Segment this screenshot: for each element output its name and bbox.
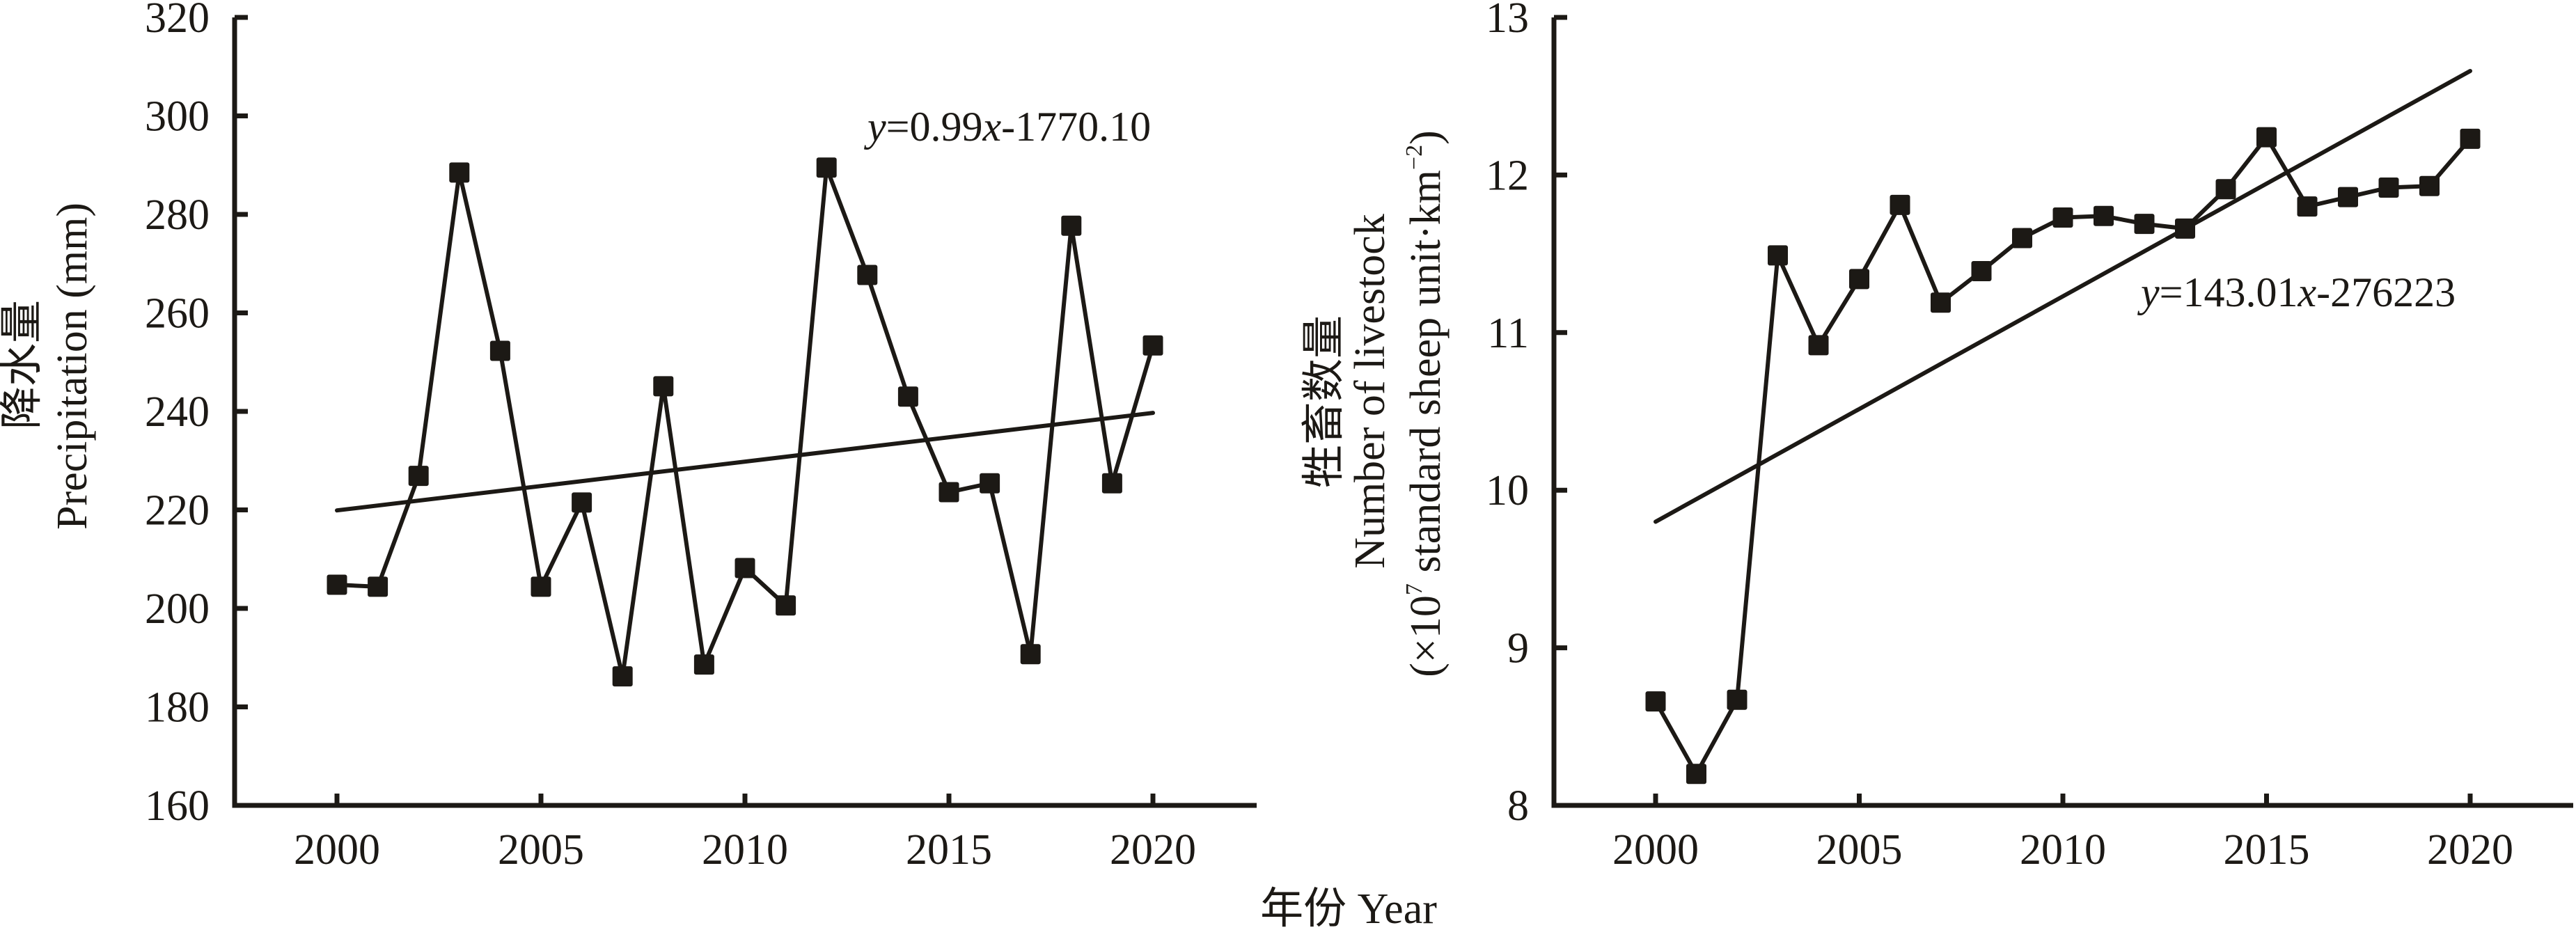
x-tick-label: 2020 bbox=[1110, 826, 1196, 874]
right-trend-equation: y=143.01x-276223 bbox=[2137, 269, 2456, 315]
y-tick-label: 12 bbox=[1486, 152, 1529, 199]
livestock-chart: 牲畜数量 Number of livestock (×107 standard … bbox=[1301, 0, 2573, 874]
left-y-title-cn: 降水量 bbox=[0, 300, 46, 429]
y-tick-label: 200 bbox=[145, 585, 210, 633]
data-point-marker bbox=[2094, 206, 2114, 226]
data-point-marker bbox=[2256, 127, 2277, 148]
data-point-marker bbox=[1931, 292, 1951, 313]
data-point-marker bbox=[572, 492, 592, 512]
eq-y: y bbox=[863, 104, 886, 150]
data-point-marker bbox=[1727, 690, 1748, 710]
left-trend-equation: y=0.99x-1770.10 bbox=[863, 104, 1151, 150]
y-tick-label: 8 bbox=[1507, 782, 1529, 830]
y-tick-label: 280 bbox=[145, 191, 210, 239]
data-point-marker bbox=[2135, 214, 2155, 234]
right-y-title-unit: (×107 standard sheep unit·km−2) bbox=[1401, 130, 1450, 677]
data-point-marker bbox=[2175, 219, 2195, 239]
left-y-title-en: Precipitation (mm) bbox=[49, 203, 96, 530]
data-point-marker bbox=[1646, 691, 1666, 711]
precipitation-chart: 降水量 Precipitation (mm) 160 180 200 220 240 26… bbox=[0, 0, 1257, 874]
data-point-marker bbox=[1686, 764, 1706, 784]
data-point-marker bbox=[327, 575, 347, 595]
left-y-axis-title: 降水量 Precipitation (mm) bbox=[0, 203, 96, 530]
data-point-marker bbox=[2298, 196, 2318, 216]
eq-mid: =143.01 bbox=[2160, 269, 2298, 315]
data-point-marker bbox=[2053, 207, 2073, 228]
data-point-marker bbox=[531, 576, 551, 597]
right-y-title-en: Number of livestock bbox=[1346, 214, 1394, 569]
y-tick-label: 320 bbox=[145, 0, 210, 42]
eq-y: y bbox=[2137, 269, 2160, 315]
data-point-marker bbox=[368, 576, 388, 597]
data-point-marker bbox=[1809, 335, 1829, 355]
data-point-marker bbox=[2338, 187, 2358, 207]
data-point-marker bbox=[409, 466, 429, 486]
y-tick-label: 11 bbox=[1487, 310, 1529, 357]
data-point-marker bbox=[939, 482, 959, 503]
data-point-marker bbox=[1972, 261, 1992, 281]
data-point-marker bbox=[857, 265, 877, 285]
left-series-line bbox=[337, 168, 1153, 677]
data-point-marker bbox=[2012, 228, 2032, 248]
eq-tail: -276223 bbox=[2316, 269, 2456, 315]
data-point-marker bbox=[1061, 216, 1081, 236]
y-tick-label: 180 bbox=[145, 684, 210, 732]
unit-exp2: −2 bbox=[1401, 145, 1427, 170]
data-point-marker bbox=[898, 386, 918, 407]
data-point-marker bbox=[1768, 245, 1788, 265]
y-tick-label: 220 bbox=[145, 487, 210, 535]
x-tick-label: 2005 bbox=[498, 826, 584, 874]
eq-tail: -1770.10 bbox=[1001, 104, 1151, 150]
unit-post: ) bbox=[1402, 130, 1450, 145]
data-point-marker bbox=[817, 157, 837, 178]
eq-mid: =0.99 bbox=[886, 104, 983, 150]
data-point-marker bbox=[1021, 644, 1041, 664]
data-point-marker bbox=[653, 376, 673, 396]
data-point-marker bbox=[2419, 176, 2440, 196]
y-tick-label: 240 bbox=[145, 388, 210, 436]
x-tick-label: 2005 bbox=[1816, 826, 1903, 874]
x-tick-label: 2015 bbox=[2224, 826, 2310, 874]
data-point-marker bbox=[2460, 129, 2481, 149]
y-tick-label: 260 bbox=[145, 290, 210, 338]
right-markers bbox=[1646, 127, 2481, 785]
data-point-marker bbox=[2216, 179, 2236, 199]
data-point-marker bbox=[776, 595, 796, 615]
y-tick-label: 160 bbox=[145, 782, 210, 830]
unit-pre: (×10 bbox=[1402, 595, 1450, 677]
data-point-marker bbox=[490, 340, 510, 361]
x-tick-label: 2010 bbox=[2020, 826, 2106, 874]
right-axes bbox=[1554, 17, 2573, 805]
data-point-marker bbox=[1102, 473, 1122, 494]
data-point-marker bbox=[613, 666, 633, 686]
unit-exp: 7 bbox=[1401, 583, 1427, 595]
eq-x: x bbox=[982, 104, 1001, 150]
right-y-axis-title: 牲畜数量 Number of livestock (×107 standard … bbox=[1301, 130, 1450, 677]
unit-mid: standard sheep unit·km bbox=[1402, 170, 1450, 583]
data-point-marker bbox=[2379, 178, 2399, 198]
data-point-marker bbox=[980, 473, 1000, 494]
data-point-marker bbox=[1890, 195, 1910, 215]
left-trend-line bbox=[337, 413, 1153, 510]
y-tick-label: 10 bbox=[1486, 467, 1529, 514]
data-point-marker bbox=[735, 558, 755, 578]
data-point-marker bbox=[1143, 336, 1163, 356]
right-y-title-cn: 牲畜数量 bbox=[1301, 315, 1348, 488]
x-tick-label: 2010 bbox=[702, 826, 788, 874]
data-point-marker bbox=[1849, 269, 1869, 289]
eq-x: x bbox=[2297, 269, 2316, 315]
shared-x-axis-title: 年份 Year bbox=[1260, 885, 1437, 930]
x-tick-label: 2015 bbox=[906, 826, 992, 874]
x-tick-label: 2000 bbox=[1612, 826, 1699, 874]
x-tick-label: 2000 bbox=[294, 826, 380, 874]
data-point-marker bbox=[694, 654, 714, 675]
y-tick-label: 13 bbox=[1486, 0, 1529, 42]
data-point-marker bbox=[449, 162, 469, 182]
x-tick-label: 2020 bbox=[2427, 826, 2513, 874]
y-tick-label: 300 bbox=[145, 93, 210, 141]
y-tick-label: 9 bbox=[1507, 625, 1529, 672]
